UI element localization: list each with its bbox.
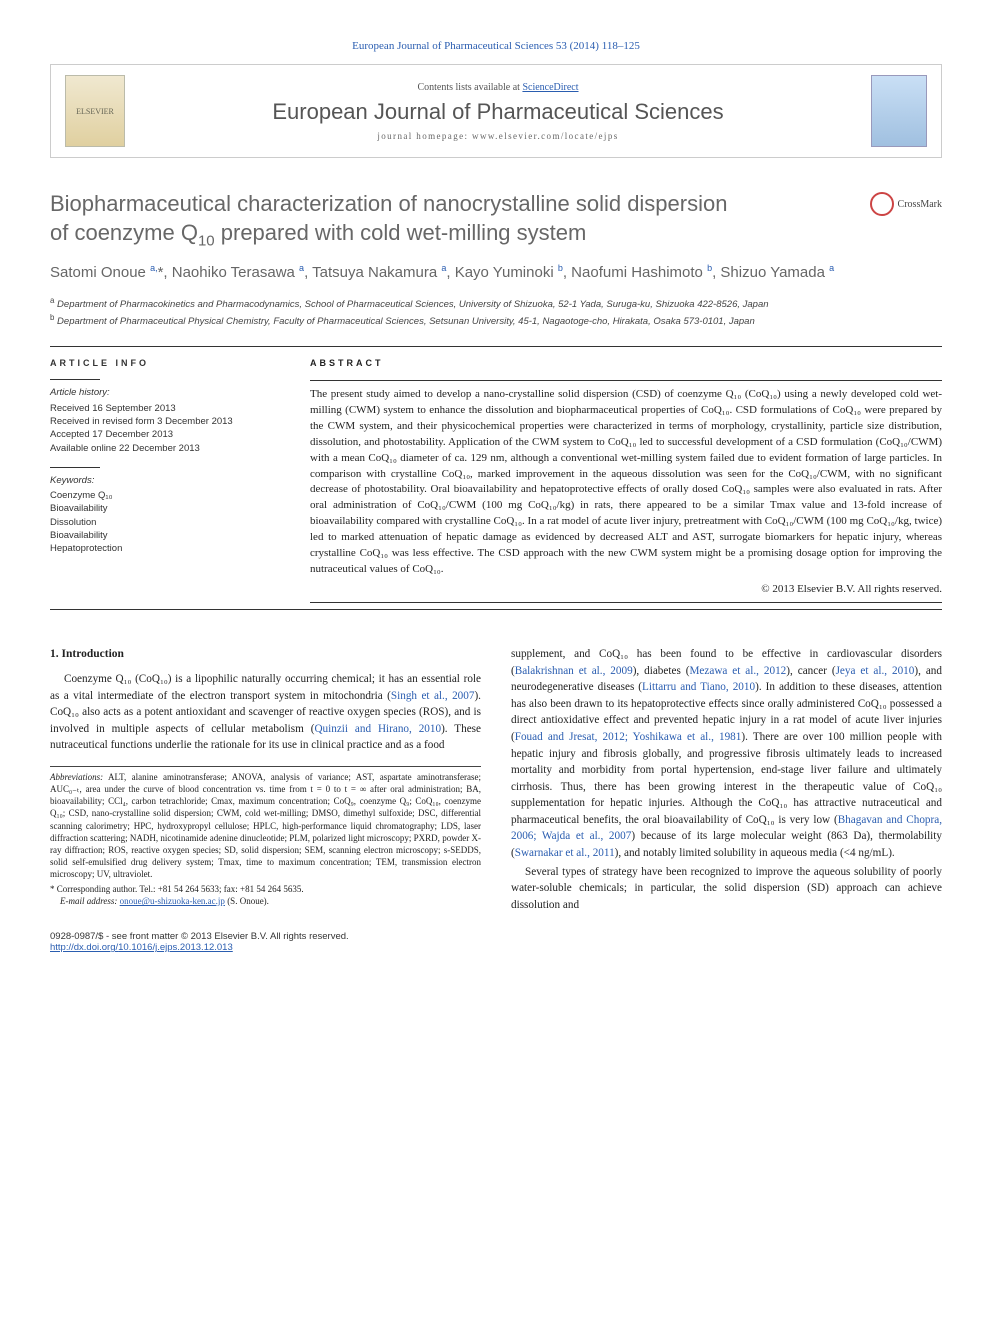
abstract-column: ABSTRACT The present study aimed to deve… xyxy=(310,357,942,609)
article-title: Biopharmaceutical characterization of na… xyxy=(50,190,830,250)
abstract-copyright: © 2013 Elsevier B.V. All rights reserved… xyxy=(310,582,942,598)
article-info-column: ARTICLE INFO Article history: Received 1… xyxy=(50,357,280,609)
email-suffix: (S. Onoue). xyxy=(225,896,269,906)
journal-homepage: journal homepage: www.elsevier.com/locat… xyxy=(139,131,857,141)
title-line-2b: prepared with cold wet-milling system xyxy=(215,220,587,245)
crossmark-label: CrossMark xyxy=(898,199,942,210)
crossmark-icon xyxy=(870,192,894,216)
elsevier-logo: ELSEVIER xyxy=(65,75,125,147)
contents-available: Contents lists available at ScienceDirec… xyxy=(139,82,857,93)
affiliation-b: Department of Pharmaceutical Physical Ch… xyxy=(57,317,755,328)
history-received: Received 16 September 2013 xyxy=(50,402,280,415)
corresponding-author: * Corresponding author. Tel.: +81 54 264… xyxy=(50,883,481,895)
abbr-text: ALT, alanine aminotransferase; ANOVA, an… xyxy=(50,772,481,879)
title-line-2a: of coenzyme Q xyxy=(50,220,198,245)
keyword: Bioavailability xyxy=(50,529,280,542)
journal-title: European Journal of Pharmaceutical Scien… xyxy=(139,99,857,125)
contents-prefix: Contents lists available at xyxy=(417,82,522,93)
keyword: Dissolution xyxy=(50,516,280,529)
keyword: Coenzyme Q₁₀ xyxy=(50,489,280,502)
issn-line: 0928-0987/$ - see front matter © 2013 El… xyxy=(50,931,942,942)
email-link[interactable]: onoue@u-shizuoka-ken.ac.jp xyxy=(120,896,225,906)
article-info-head: ARTICLE INFO xyxy=(50,357,280,370)
homepage-url[interactable]: www.elsevier.com/locate/ejps xyxy=(472,131,619,141)
intro-para-2a: supplement, and CoQ₁₀ has been found to … xyxy=(511,646,942,862)
body-column-right: supplement, and CoQ₁₀ has been found to … xyxy=(511,646,942,913)
homepage-label: journal homepage: xyxy=(377,131,472,141)
title-line-1: Biopharmaceutical characterization of na… xyxy=(50,191,727,216)
abstract-head: ABSTRACT xyxy=(310,357,942,370)
body-column-left: 1. Introduction Coenzyme Q₁₀ (CoQ₁₀) is … xyxy=(50,646,481,913)
title-sub: 10 xyxy=(198,232,215,249)
journal-header: ELSEVIER Contents lists available at Sci… xyxy=(50,64,942,158)
keyword: Bioavailability xyxy=(50,502,280,515)
footnotes: Abbreviations: ALT, alanine aminotransfe… xyxy=(50,766,481,908)
citation-link[interactable]: European Journal of Pharmaceutical Scien… xyxy=(50,40,942,52)
author-list: Satomi Onoue a,*, Naohiko Terasawa a, Ta… xyxy=(50,262,942,285)
affiliations: a Department of Pharmacokinetics and Pha… xyxy=(50,295,942,330)
sciencedirect-link[interactable]: ScienceDirect xyxy=(522,82,578,93)
history-online: Available online 22 December 2013 xyxy=(50,442,280,455)
keyword: Hepatoprotection xyxy=(50,542,280,555)
section-heading: 1. Introduction xyxy=(50,646,481,663)
keywords-label: Keywords: xyxy=(50,474,280,487)
intro-para-1: Coenzyme Q₁₀ (CoQ₁₀) is a lipophilic nat… xyxy=(50,671,481,754)
email-label: E-mail address: xyxy=(60,896,117,906)
affiliation-a: Department of Pharmacokinetics and Pharm… xyxy=(57,299,768,310)
doi-link[interactable]: http://dx.doi.org/10.1016/j.ejps.2013.12… xyxy=(50,942,233,953)
footer: 0928-0987/$ - see front matter © 2013 El… xyxy=(50,931,942,953)
intro-para-2b: Several types of strategy have been reco… xyxy=(511,864,942,914)
abbr-label: Abbreviations: xyxy=(50,772,103,782)
history-accepted: Accepted 17 December 2013 xyxy=(50,428,280,441)
history-revised: Received in revised form 3 December 2013 xyxy=(50,415,280,428)
abstract-text: The present study aimed to develop a nan… xyxy=(310,387,942,578)
history-label: Article history: xyxy=(50,386,280,399)
crossmark-badge[interactable]: CrossMark xyxy=(870,192,942,216)
journal-cover-thumb xyxy=(871,75,927,147)
